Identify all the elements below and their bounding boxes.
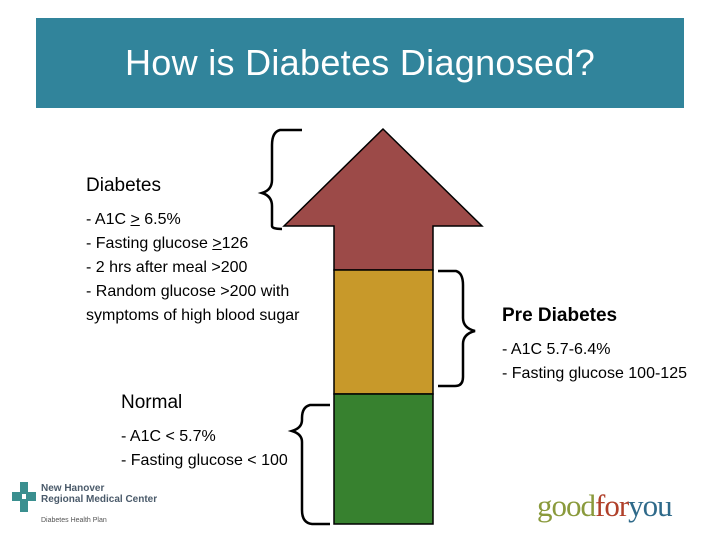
diabetes-brace	[257, 128, 302, 231]
goodforyou-logo: goodforyou	[537, 488, 673, 523]
diabetes-meal-line: - 2 hrs after meal >200	[86, 259, 248, 276]
diabetes-a1c-line: - A1C > 6.5%	[86, 211, 181, 228]
normal-heading: Normal	[121, 392, 183, 413]
prediabetes-heading: Pre Diabetes	[502, 305, 618, 326]
logo-line-2: Regional Medical Center	[41, 494, 158, 505]
prediabetes-a1c-line: - A1C 5.7-6.4%	[502, 341, 611, 358]
prediabetes-brace	[438, 269, 476, 388]
normal-brace	[287, 403, 330, 526]
logo-line-1: New Hanover	[41, 483, 105, 494]
prediabetes-fasting-line: - Fasting glucose 100-125	[502, 365, 687, 382]
page-title: How is Diabetes Diagnosed?	[124, 42, 596, 83]
prediabetes-criteria: Pre Diabetes - A1C 5.7-6.4% - Fasting gl…	[502, 304, 687, 386]
normal-a1c-line: - A1C < 5.7%	[121, 428, 216, 445]
diabetes-criteria: Diabetes - A1C > 6.5% - Fasting glucose …	[86, 174, 299, 328]
prediabetes-band	[333, 269, 434, 395]
normal-fasting-line: - Fasting glucose < 100	[121, 452, 288, 469]
normal-criteria: Normal - A1C < 5.7% - Fasting glucose < …	[121, 391, 288, 473]
diabetes-fasting-line: - Fasting glucose >126	[86, 235, 249, 252]
diabetes-symptoms-line: symptoms of high blood sugar	[86, 307, 300, 324]
medical-cross-icon	[12, 482, 36, 512]
title-bar: How is Diabetes Diagnosed?	[36, 18, 684, 108]
diabetes-random-line: - Random glucose >200 with	[86, 283, 290, 300]
new-hanover-logo: New Hanover Regional Medical Center Diab…	[11, 480, 171, 530]
logo-subtitle: Diabetes Health Plan	[41, 517, 107, 524]
normal-band	[333, 393, 434, 525]
diabetes-heading: Diabetes	[86, 175, 161, 196]
arrow-head-diabetes	[282, 127, 484, 271]
